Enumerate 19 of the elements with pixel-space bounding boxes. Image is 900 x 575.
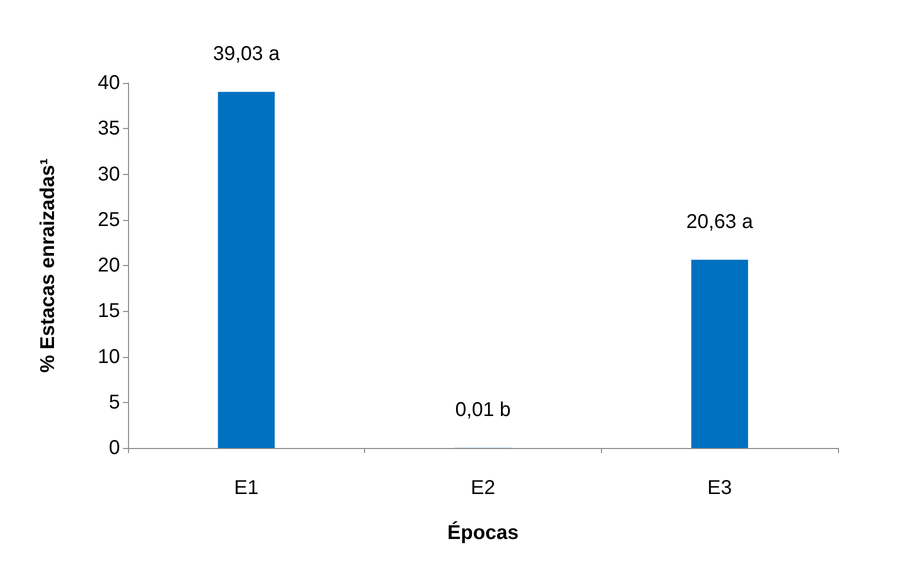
y-tick-label: 0 bbox=[108, 437, 120, 459]
y-tick-label: 20 bbox=[98, 254, 120, 276]
x-tick-label: E2 bbox=[470, 477, 496, 499]
y-tick-label: 35 bbox=[98, 118, 120, 140]
bar bbox=[691, 260, 748, 448]
x-tick-label: E1 bbox=[234, 477, 259, 499]
y-tick-label: 30 bbox=[98, 163, 120, 186]
y-tick-label: 10 bbox=[98, 346, 120, 368]
y-tick-label: 40 bbox=[98, 72, 120, 94]
y-tick-label: 5 bbox=[108, 391, 120, 414]
y-tick-label: 25 bbox=[98, 208, 120, 231]
data-label: 39,03 a bbox=[212, 42, 281, 65]
y-axis-title: % Estacas enraizadas¹ bbox=[37, 158, 59, 373]
y-tick-label: 15 bbox=[98, 300, 120, 322]
data-label: 0,01 b bbox=[455, 398, 511, 421]
bar bbox=[218, 92, 275, 448]
x-axis-title: Épocas bbox=[447, 521, 519, 544]
x-tick-label: E3 bbox=[707, 477, 732, 499]
data-label: 20,63 a bbox=[686, 210, 754, 233]
